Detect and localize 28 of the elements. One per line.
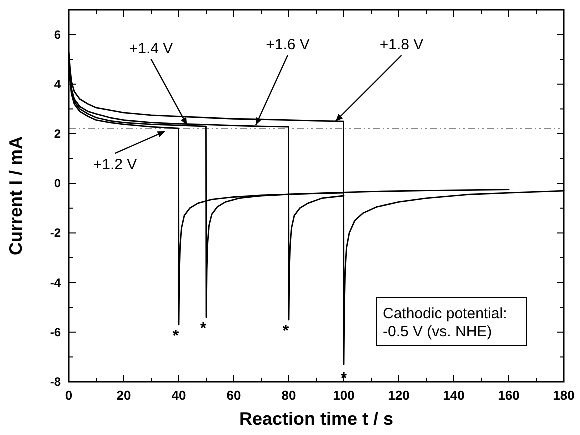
y-tick-label: -2 — [50, 226, 62, 240]
x-tick-label: 120 — [388, 388, 410, 403]
x-tick-label: 60 — [226, 388, 242, 403]
x-tick-label: 160 — [498, 388, 520, 403]
y-tick-label: 4 — [54, 77, 62, 92]
y-tick-label: -8 — [50, 375, 62, 389]
annotation: +1.4 V — [129, 40, 174, 58]
annotation: * — [282, 323, 290, 340]
y-axis-title: Current I / mA — [6, 136, 26, 256]
x-tick-label: 40 — [172, 388, 186, 403]
y-tick-label: 6 — [54, 28, 62, 42]
annotation: * — [200, 320, 208, 338]
y-tick-label: -6 — [50, 325, 62, 340]
x-tick-label: 20 — [116, 388, 132, 403]
y-tick-label: 0 — [54, 176, 62, 191]
y-tick-label: -4 — [50, 276, 62, 290]
x-tick-label: 140 — [443, 388, 465, 403]
annotation: Cathodic potential: -0.5 V (vs. NHE) — [383, 306, 508, 341]
y-tick-label: 2 — [54, 127, 62, 141]
annotation: +1.2 V — [93, 156, 138, 174]
annotation: +1.6 V — [266, 36, 310, 54]
x-axis-title: Reaction time t / s — [239, 409, 394, 429]
x-tick-label: 0 — [65, 388, 73, 403]
annotation: +1.8 V — [380, 36, 424, 54]
annotation: * — [172, 328, 180, 345]
x-tick-label: 80 — [282, 388, 296, 403]
x-tick-label: 180 — [553, 388, 575, 403]
x-tick-label: 100 — [333, 388, 355, 403]
